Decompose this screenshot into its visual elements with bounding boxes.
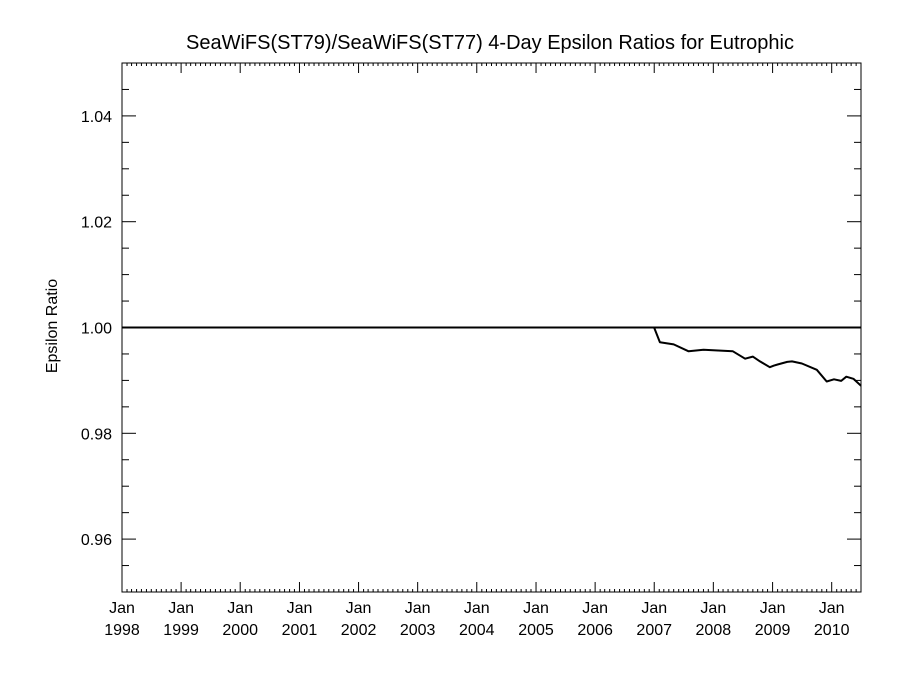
x-tick-label-year: 2006: [577, 622, 613, 639]
y-tick-label: 1.02: [81, 215, 112, 232]
x-tick-label-year: 2010: [814, 622, 850, 639]
x-tick-label-month: Jan: [819, 600, 845, 617]
x-tick-label-month: Jan: [523, 600, 549, 617]
x-tick-label-year: 2002: [341, 622, 377, 639]
x-tick-label-year: 2003: [400, 622, 436, 639]
x-tick-label-month: Jan: [287, 600, 313, 617]
x-tick-label-year: 2004: [459, 622, 495, 639]
x-tick-label-month: Jan: [700, 600, 726, 617]
y-tick-label: 0.98: [81, 426, 112, 443]
y-tick-label: 1.00: [81, 321, 112, 338]
x-tick-label-year: 2005: [518, 622, 554, 639]
x-tick-label-year: 2001: [282, 622, 318, 639]
y-tick-label: 0.96: [81, 532, 112, 549]
x-tick-label-month: Jan: [109, 600, 135, 617]
x-tick-label-month: Jan: [464, 600, 490, 617]
y-axis-ticks: 0.96 0.98 1.00 1.02 1.04: [81, 62, 861, 593]
x-tick-label-month: Jan: [582, 600, 608, 617]
y-axis-label: Epsilon Ratio: [44, 279, 61, 373]
x-tick-label-year: 1999: [163, 622, 199, 639]
x-axis-ticks: Jan 1998 Jan 1999 Jan 2000 Jan 2001 Jan 2002 Jan 20…: [104, 63, 862, 639]
x-tick-label-month: Jan: [405, 600, 431, 617]
x-tick-label-year: 2008: [696, 622, 732, 639]
x-tick-label-year: 2000: [222, 622, 258, 639]
series-line: [122, 326, 862, 387]
x-tick-label-month: Jan: [760, 600, 786, 617]
y-tick-label: 1.04: [81, 109, 112, 126]
x-tick-label-month: Jan: [227, 600, 253, 617]
x-tick-label-month: Jan: [346, 600, 372, 617]
x-tick-label-year: 2007: [636, 622, 672, 639]
x-tick-label-month: Jan: [641, 600, 667, 617]
chart-title: SeaWiFS(ST79)/SeaWiFS(ST77) 4-Day Epsilo…: [186, 32, 794, 54]
x-tick-label-year: 2009: [755, 622, 791, 639]
x-tick-label-year: 1998: [104, 622, 140, 639]
x-tick-label-month: Jan: [168, 600, 194, 617]
